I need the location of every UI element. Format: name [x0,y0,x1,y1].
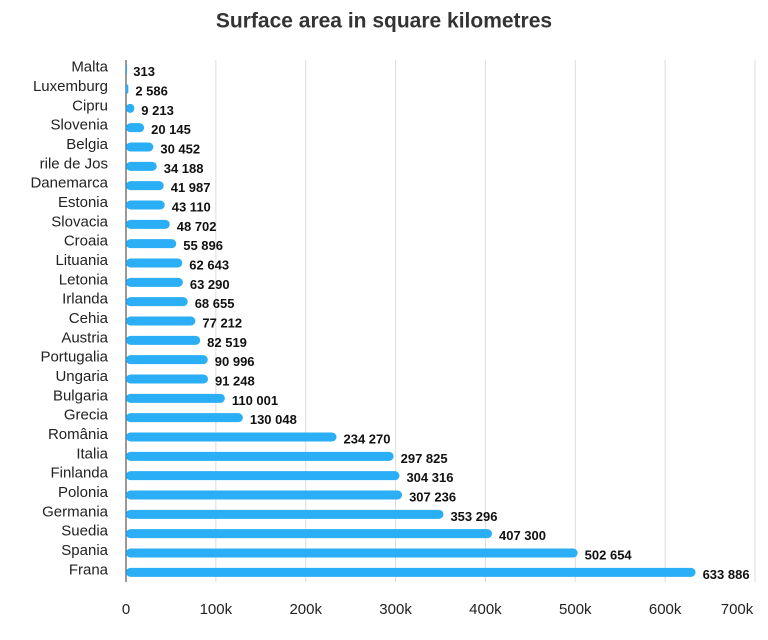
y-tick-label: Finlanda [50,465,108,482]
y-tick-label: Cipru [72,97,108,114]
value-label: 55 896 [183,238,223,253]
y-tick-label: Italia [76,445,108,462]
value-label: 130 048 [250,412,297,427]
value-label: 304 316 [406,470,453,485]
bar [126,258,183,268]
x-tick-label: 500k [559,601,592,618]
bar [126,161,157,171]
value-label: 30 452 [160,141,200,156]
bar [126,277,183,287]
y-tick-label: Polonia [58,484,109,501]
value-label: 2 586 [135,83,168,98]
bar [126,239,177,249]
bar [126,374,208,384]
bar [126,355,208,365]
bar [126,219,170,229]
x-tick-label: 100k [200,601,233,618]
value-label: 407 300 [499,528,546,543]
value-label: 633 886 [703,567,750,582]
value-label: 90 996 [215,354,255,369]
bar [126,65,127,75]
bar [126,335,201,345]
value-label: 9 213 [141,103,174,118]
y-tick-label: Austria [61,329,108,346]
y-tick-label: rile de Jos [40,155,108,172]
value-label: 297 825 [401,451,448,466]
bar [126,316,196,326]
value-label: 110 001 [232,393,278,408]
bar [126,509,444,519]
bar [126,432,337,442]
x-tick-label: 600k [649,601,682,618]
y-tick-label: Slovenia [50,117,108,134]
y-tick-label: Letonia [59,271,109,288]
value-label: 91 248 [215,373,255,388]
y-tick-label: Belgia [66,136,108,153]
y-tick-label: Frana [69,561,109,578]
bar [126,142,154,152]
y-tick-label: Luxemburg [33,78,108,95]
y-tick-label: Suedia [61,523,108,540]
bar [126,413,243,423]
bar [126,567,696,577]
y-tick-label: Slovacia [51,213,108,230]
value-label: 82 519 [207,335,247,350]
y-tick-label: Lituania [55,252,108,269]
value-label: 313 [133,64,155,79]
bar [126,548,578,558]
bar [126,103,135,113]
y-tick-label: Ungaria [55,368,108,385]
y-tick-label: Malta [71,59,108,76]
y-tick-label: Bulgaria [53,387,109,404]
bar [126,529,492,539]
bar [126,490,403,500]
value-label: 307 236 [409,489,456,504]
x-tick-label: 700k [721,601,754,618]
y-tick-label: Estonia [58,194,109,211]
x-tick-label: 0 [122,601,130,618]
value-label: 68 655 [195,296,235,311]
value-label: 34 188 [164,161,204,176]
bar [126,181,164,191]
bar [126,393,225,403]
x-tick-label: 300k [379,601,412,618]
bar [126,84,129,94]
y-tick-label: Cehia [69,310,109,327]
x-tick-label: 200k [289,601,322,618]
bar [126,200,165,210]
value-label: 234 270 [344,431,391,446]
y-tick-label: Spania [61,542,108,559]
y-tick-label: Irlanda [62,291,109,308]
bar [126,471,400,481]
value-label: 48 702 [177,219,217,234]
value-label: 502 654 [585,547,633,562]
y-tick-label: Portugalia [40,349,108,366]
bar [126,451,394,461]
y-tick-label: Germania [42,503,109,520]
bar [126,123,145,133]
x-tick-label: 400k [469,601,502,618]
value-label: 41 987 [171,180,211,195]
y-tick-label: România [48,426,109,443]
y-tick-label: Danemarca [30,175,108,192]
value-label: 77 212 [202,315,242,330]
value-label: 62 643 [189,257,229,272]
bar [126,297,188,307]
chart-title: Surface area in square kilometres [216,10,552,33]
y-tick-label: Grecia [64,407,109,424]
value-label: 63 290 [190,277,230,292]
value-label: 43 110 [172,199,211,214]
value-label: 353 296 [450,509,497,524]
value-label: 20 145 [151,122,191,137]
y-tick-label: Croaia [64,233,109,250]
